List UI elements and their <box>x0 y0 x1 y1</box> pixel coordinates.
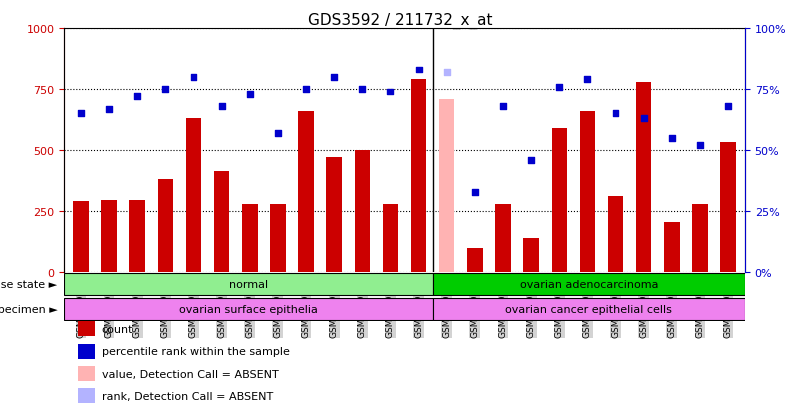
Text: rank, Detection Call = ABSENT: rank, Detection Call = ABSENT <box>102 391 273 401</box>
Bar <box>467 248 482 273</box>
Bar <box>636 83 651 273</box>
Bar <box>664 223 679 273</box>
Bar <box>214 171 229 273</box>
Point <box>609 111 622 117</box>
Text: value, Detection Call = ABSENT: value, Detection Call = ABSENT <box>102 369 278 379</box>
Point <box>638 116 650 122</box>
Point <box>328 74 340 81</box>
Point <box>356 86 368 93</box>
Bar <box>102 201 117 273</box>
Text: percentile rank within the sample: percentile rank within the sample <box>102 347 289 356</box>
Bar <box>78 344 95 359</box>
Bar <box>411 80 426 273</box>
Bar <box>298 112 314 273</box>
Bar <box>355 151 370 273</box>
Point <box>272 131 284 137</box>
FancyBboxPatch shape <box>433 298 745 320</box>
Text: GDS3592 / 211732_x_at: GDS3592 / 211732_x_at <box>308 12 493 28</box>
Bar <box>720 142 736 273</box>
Bar <box>523 238 539 273</box>
FancyBboxPatch shape <box>64 274 433 296</box>
Text: count: count <box>102 324 133 334</box>
Text: ovarian cancer epithelial cells: ovarian cancer epithelial cells <box>505 304 672 314</box>
Bar <box>78 366 95 381</box>
Point <box>131 94 143 100</box>
Bar <box>692 204 707 273</box>
Point <box>159 86 171 93</box>
Point <box>413 67 425 74</box>
Bar <box>327 158 342 273</box>
Point <box>244 91 256 98</box>
Point <box>215 104 228 110</box>
Point <box>384 89 396 95</box>
Bar <box>73 202 89 273</box>
Point <box>722 104 735 110</box>
Bar <box>552 129 567 273</box>
Text: normal: normal <box>229 280 268 290</box>
Point <box>581 77 594 83</box>
Point <box>74 111 87 117</box>
Bar <box>78 321 95 336</box>
Point <box>103 106 115 113</box>
Bar <box>158 180 173 273</box>
Point <box>300 86 312 93</box>
Bar <box>580 112 595 273</box>
Bar <box>608 197 623 273</box>
Bar <box>439 100 454 273</box>
Text: disease state ►: disease state ► <box>0 280 58 290</box>
Point <box>469 189 481 195</box>
Point <box>497 104 509 110</box>
Bar <box>130 201 145 273</box>
Bar <box>383 204 398 273</box>
Bar <box>242 204 257 273</box>
Bar <box>270 204 286 273</box>
Bar <box>495 204 511 273</box>
Point <box>441 69 453 76</box>
Point <box>666 135 678 142</box>
Point <box>553 84 566 91</box>
Bar <box>186 119 201 273</box>
FancyBboxPatch shape <box>64 298 433 320</box>
Bar <box>78 388 95 403</box>
Point <box>694 142 706 149</box>
Text: ovarian adenocarcinoma: ovarian adenocarcinoma <box>520 280 658 290</box>
Text: ovarian surface epithelia: ovarian surface epithelia <box>179 304 318 314</box>
Point <box>187 74 200 81</box>
FancyBboxPatch shape <box>433 274 745 296</box>
Point <box>525 157 537 164</box>
Text: specimen ►: specimen ► <box>0 304 58 314</box>
